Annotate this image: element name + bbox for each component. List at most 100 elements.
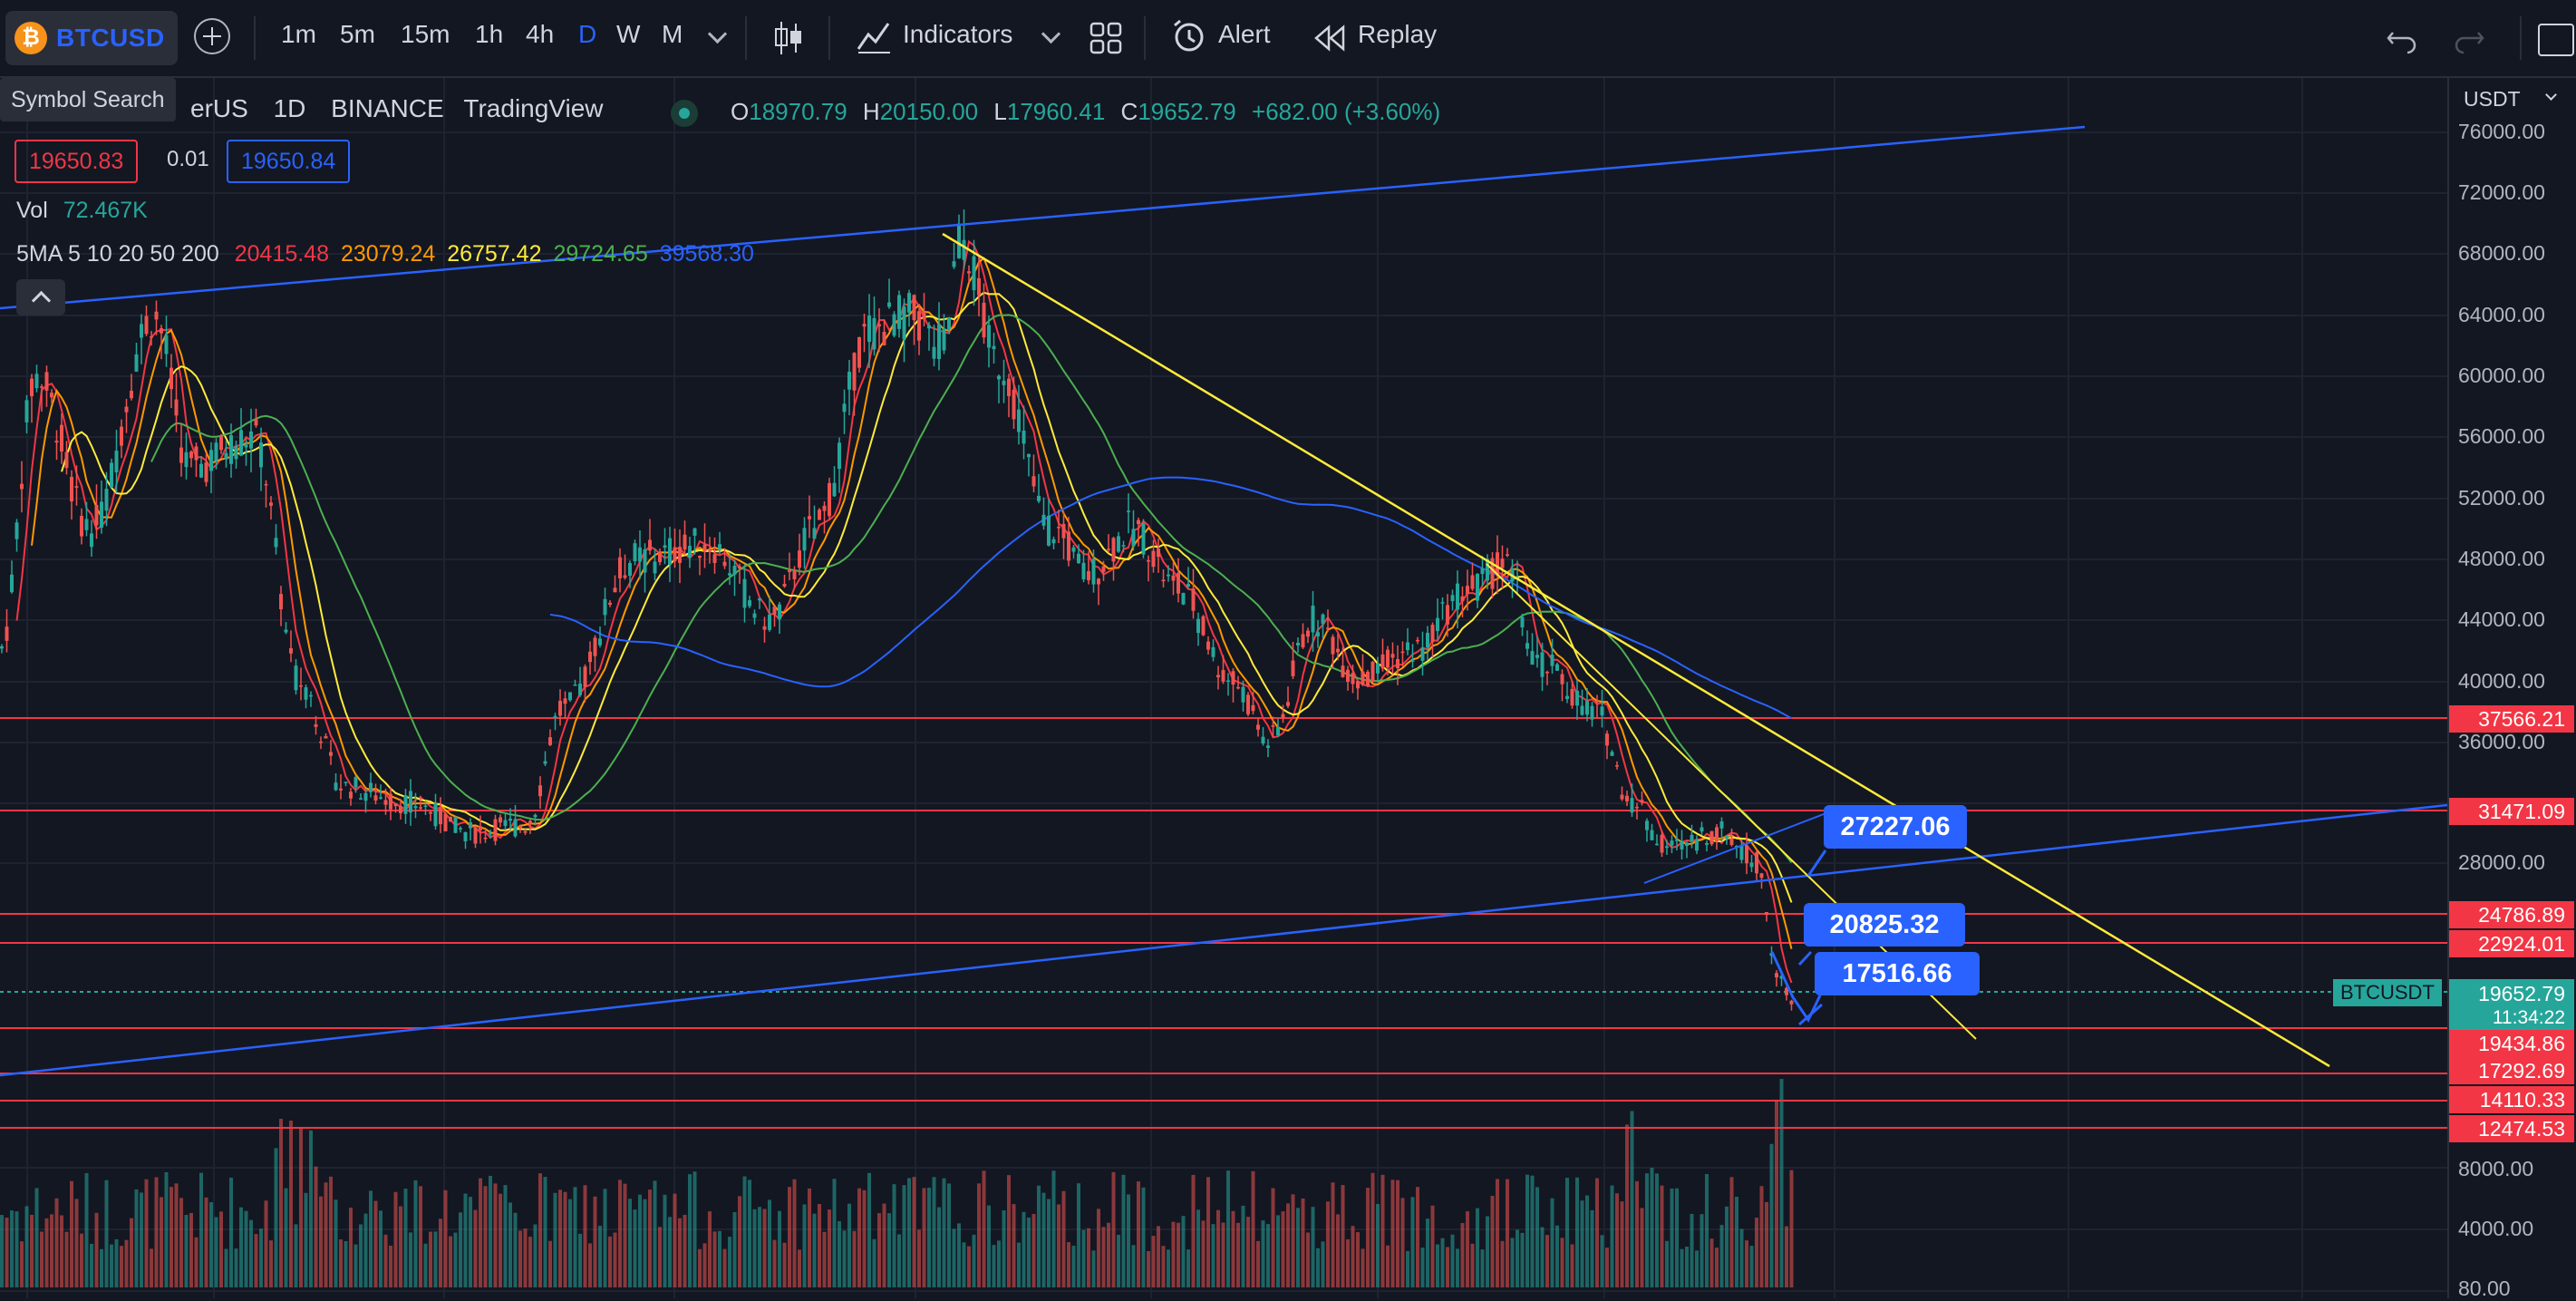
volume-bar <box>419 1186 422 1287</box>
volume-bar <box>1147 1250 1150 1287</box>
redo-icon[interactable] <box>2453 22 2485 54</box>
price-callout-1[interactable]: 27227.06 <box>1824 805 1967 849</box>
add-symbol-button[interactable] <box>194 18 230 54</box>
symbol-search-button[interactable]: ₿ BTCUSD <box>5 11 178 65</box>
sell-price-box[interactable]: 19650.83 <box>15 140 139 183</box>
price-callout-2[interactable]: 20825.32 <box>1804 903 1965 947</box>
volume-bar <box>782 1242 787 1287</box>
volume-bar <box>1301 1198 1305 1287</box>
interval-d[interactable]: D <box>578 20 597 48</box>
volume-bar <box>393 1191 398 1287</box>
volume-bar <box>84 1172 89 1287</box>
candle-body <box>1127 510 1130 512</box>
candle-body <box>1456 583 1459 610</box>
price-chart[interactable] <box>0 78 2447 1298</box>
price-callout-3[interactable]: 17516.66 <box>1815 952 1980 995</box>
volume-bar <box>1087 1228 1090 1287</box>
buy-price-box[interactable]: 19650.84 <box>227 140 351 183</box>
volume-bar <box>523 1228 528 1287</box>
candle-body <box>1675 840 1679 841</box>
candle-body <box>279 594 283 610</box>
volume-bar <box>499 1193 502 1287</box>
volume-bar <box>1047 1199 1051 1287</box>
candle-body <box>419 807 422 809</box>
volume-bar <box>862 1189 867 1287</box>
candle-body <box>1186 584 1190 587</box>
alert-button[interactable]: Alert <box>1171 16 1298 60</box>
volume-bar <box>1675 1188 1679 1287</box>
candle-body <box>838 442 841 470</box>
candle-body <box>663 545 667 549</box>
volume-bar <box>1226 1170 1230 1287</box>
fullscreen-button[interactable] <box>2538 24 2574 56</box>
candle-body <box>30 378 34 397</box>
volume-bar <box>1580 1200 1584 1287</box>
volume-bar <box>1380 1174 1385 1287</box>
interval-5m[interactable]: 5m <box>340 20 375 48</box>
volume-bar <box>1486 1216 1489 1287</box>
volume-bar <box>1400 1198 1405 1287</box>
candle-body <box>1246 694 1250 714</box>
candle-body <box>523 830 528 833</box>
volume-bar <box>1037 1185 1041 1287</box>
rewind-icon <box>1314 24 1345 52</box>
candle-body <box>1301 634 1305 648</box>
candle-body <box>1341 665 1345 677</box>
volume-bar <box>977 1183 981 1287</box>
interval-w[interactable]: W <box>616 20 641 48</box>
candle-body <box>140 324 143 338</box>
candle-body <box>459 828 462 830</box>
volume-bar <box>1191 1174 1196 1287</box>
candle-body <box>433 802 438 827</box>
layout-grid-icon[interactable] <box>1089 22 1122 54</box>
candle-body <box>548 737 552 745</box>
candles-chart-type-icon[interactable] <box>772 20 805 56</box>
candle-body <box>1022 430 1026 444</box>
volume-bar <box>718 1230 721 1287</box>
candle-body <box>214 442 218 461</box>
volume-bar <box>344 1241 348 1287</box>
price-axis-label: 68000.00 <box>2458 241 2545 265</box>
candle-body <box>1037 495 1041 501</box>
collapse-legend-button[interactable] <box>16 279 65 316</box>
interval-15m[interactable]: 15m <box>401 20 450 48</box>
currency-selector[interactable]: USDT <box>2464 87 2521 111</box>
volume-bar <box>5 1218 9 1287</box>
volume-bar <box>867 1172 871 1287</box>
volume-bar <box>189 1212 193 1287</box>
volume-bar <box>114 1238 119 1287</box>
volume-bar <box>957 1223 961 1287</box>
interval-1h[interactable]: 1h <box>475 20 504 48</box>
candle-body <box>1117 536 1120 552</box>
candle-body <box>1725 835 1729 840</box>
candle-body <box>702 544 707 551</box>
chevron-down-icon[interactable] <box>1041 24 1061 44</box>
candle-body <box>762 626 767 630</box>
candle-body <box>463 831 468 841</box>
zigzag-line <box>1770 951 1822 1023</box>
chevron-down-icon[interactable] <box>707 24 728 44</box>
interval-4h[interactable]: 4h <box>526 20 555 48</box>
candle-body <box>917 311 921 341</box>
horizontal-levels[interactable] <box>0 717 2447 1129</box>
trendlines[interactable] <box>0 125 2447 1077</box>
volume-bar <box>209 1202 213 1287</box>
legend-title-row: erUS 1D BINANCE TradingView <box>190 94 604 123</box>
volume-bar <box>229 1177 233 1287</box>
interval-1m[interactable]: 1m <box>281 20 316 48</box>
ma-legend: 5MA 5 10 20 50 200 20415.48 23079.24 267… <box>16 241 754 267</box>
candle-body <box>1565 695 1569 700</box>
candle-body <box>284 629 288 633</box>
volume-bar <box>1311 1207 1315 1287</box>
undo-icon[interactable] <box>2386 22 2418 54</box>
price-axis-label: 36000.00 <box>2458 730 2545 753</box>
volume-bar <box>1530 1175 1535 1287</box>
interval-m[interactable]: M <box>662 20 683 48</box>
alarm-clock-icon <box>1174 19 1204 52</box>
replay-button[interactable]: Replay <box>1314 16 1459 60</box>
volume-bar <box>902 1185 906 1287</box>
candle-body <box>1206 641 1210 650</box>
candle-body <box>1650 830 1654 840</box>
candle-body <box>977 277 981 296</box>
candle-body <box>1645 820 1649 830</box>
